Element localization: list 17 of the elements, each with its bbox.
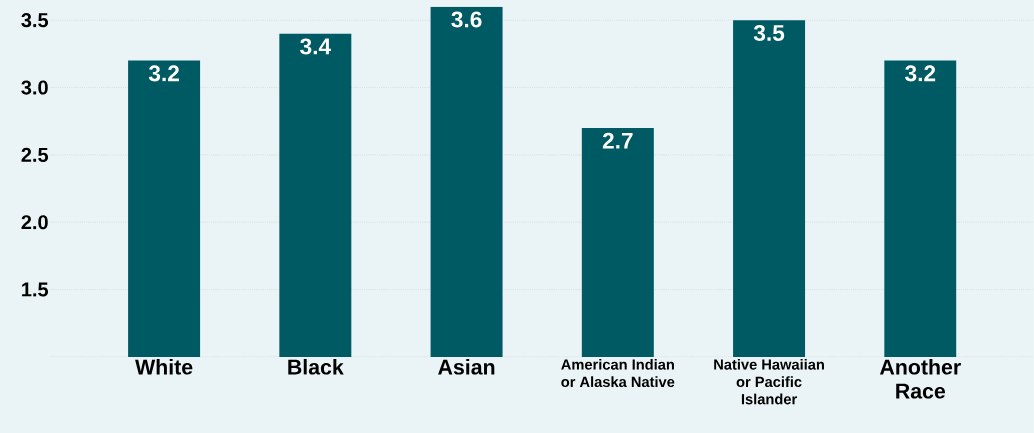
y-tick-label: 2.5 — [21, 147, 49, 162]
x-tick-label: Native Hawaiian or Pacific Islander — [714, 359, 824, 405]
x-tick-label: American Indian or Alaska Native — [561, 359, 675, 388]
data-label: 3.5 — [753, 24, 785, 42]
data-label: 3.6 — [451, 11, 482, 28]
y-tick-label: 3.5 — [21, 13, 49, 28]
data-label: 3.4 — [300, 38, 331, 55]
data-label: 3.2 — [905, 65, 936, 82]
x-tick-label: White — [135, 359, 193, 375]
x-tick-label: Asian — [438, 359, 495, 375]
data-label: 3.2 — [148, 65, 179, 82]
data-label: 2.7 — [602, 132, 633, 149]
y-tick-label: 2.0 — [21, 215, 48, 230]
y-tick-label: 3.0 — [21, 80, 48, 95]
y-tick-label: 1.5 — [22, 282, 49, 297]
x-tick-label: Black — [288, 359, 344, 375]
x-tick-label: Another Race — [879, 359, 961, 399]
